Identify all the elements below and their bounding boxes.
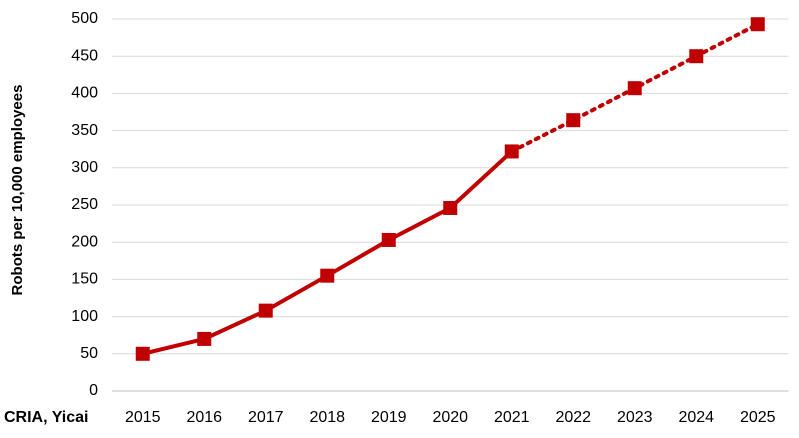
y-tick-label: 50 [80, 345, 98, 362]
marker [689, 49, 704, 64]
y-axis-label: Robots per 10,000 employees [9, 85, 26, 296]
marker [627, 81, 642, 96]
marker [135, 346, 150, 361]
x-tick-label: 2020 [432, 409, 468, 426]
y-tick-label: 500 [71, 10, 98, 27]
y-tick-label: 100 [71, 308, 98, 325]
y-tick-label: 300 [71, 159, 98, 176]
y-tick-label: 400 [71, 85, 98, 102]
marker [381, 232, 396, 247]
x-tick-label: 2018 [309, 409, 345, 426]
series-line [142, 149, 514, 356]
y-tick-label: 450 [71, 47, 98, 64]
x-tick-label: 2025 [740, 409, 776, 426]
y-tick-label: 150 [71, 271, 98, 288]
x-tick-label: 2021 [494, 409, 530, 426]
y-tick-label: 350 [71, 122, 98, 139]
marker [443, 200, 458, 215]
marker [566, 113, 581, 128]
marker [320, 268, 335, 283]
x-tick-label: 2024 [678, 409, 714, 426]
y-tick-label: 200 [71, 233, 98, 250]
x-tick-label: 2017 [248, 409, 284, 426]
x-tick-label: 2016 [186, 409, 222, 426]
marker [750, 17, 765, 32]
marker [258, 303, 273, 318]
marker [504, 144, 519, 159]
x-tick-label: 2022 [555, 409, 591, 426]
y-tick-label: 0 [89, 382, 98, 399]
source: CRIA, Yicai [4, 409, 88, 426]
x-tick-label: 2023 [617, 409, 653, 426]
x-tick-label: 2019 [371, 409, 407, 426]
y-tick-label: 250 [71, 196, 98, 213]
x-tick-label: 2015 [125, 409, 161, 426]
marker [197, 331, 212, 346]
